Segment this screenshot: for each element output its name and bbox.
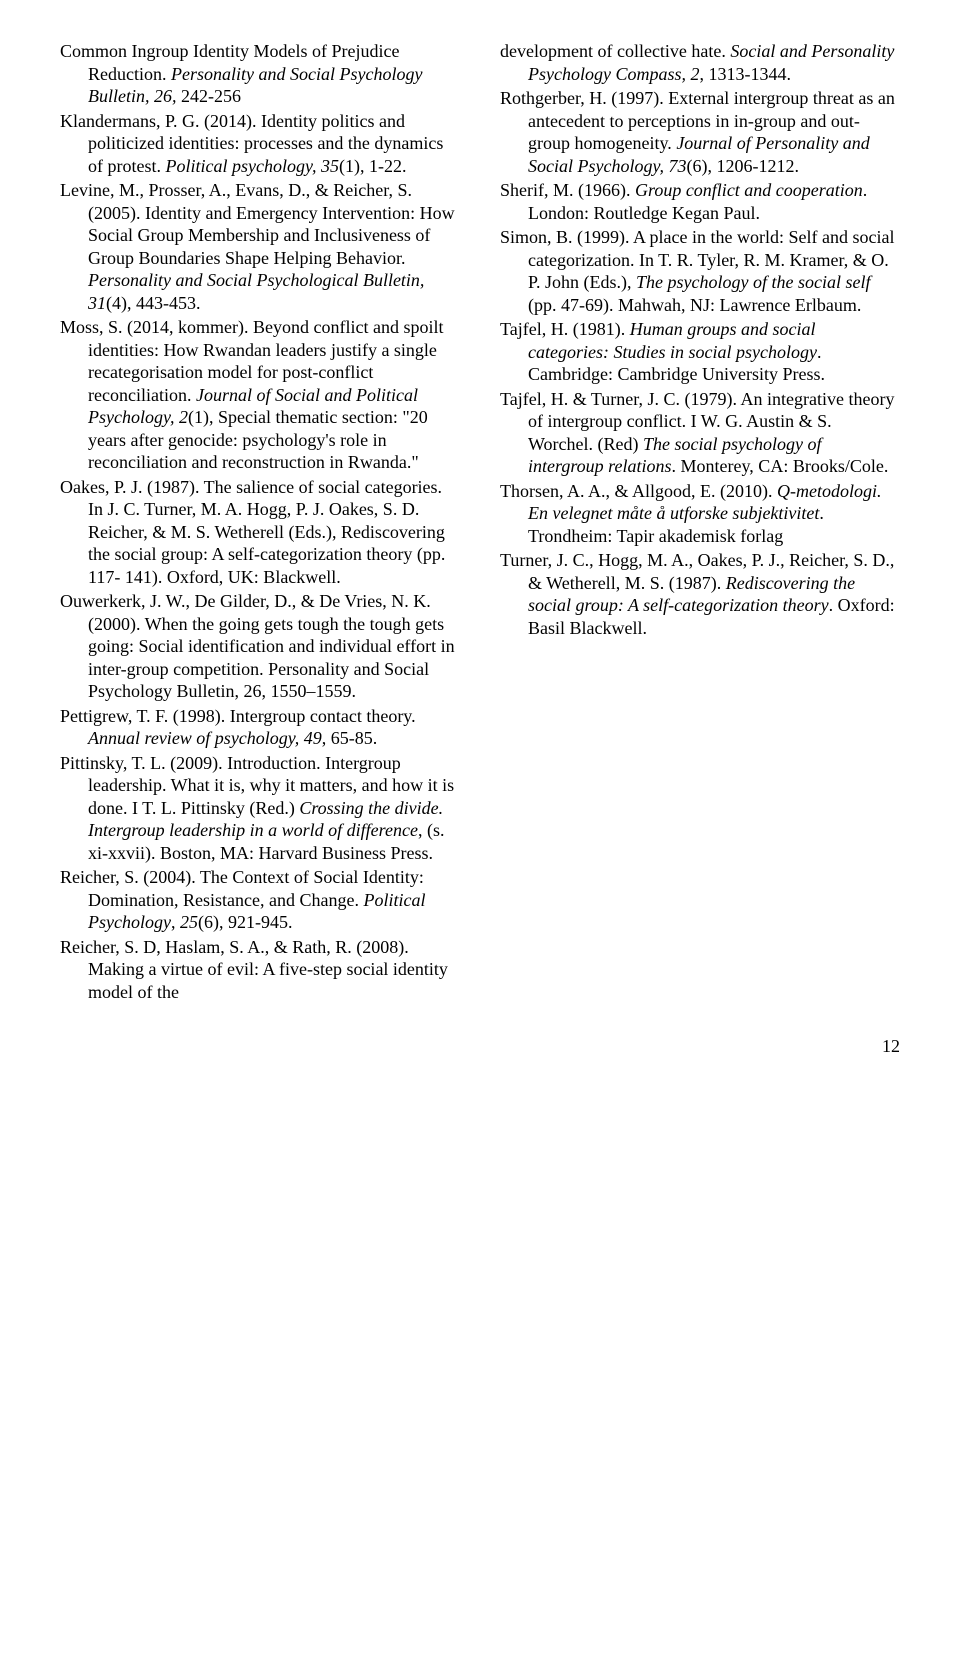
reference-entry: development of collective hate. Social a… <box>500 40 900 85</box>
italic-segment: Social and Personality Psychology Compas… <box>528 41 894 84</box>
italic-segment: Q-metodologi. En velegnet måte å utforsk… <box>528 481 881 524</box>
italic-segment: Journal of Personality and Social Psycho… <box>528 133 870 176</box>
reference-entry: Pittinsky, T. L. (2009). Introduction. I… <box>60 752 460 865</box>
reference-entry: Turner, J. C., Hogg, M. A., Oakes, P. J.… <box>500 549 900 639</box>
italic-segment: The psychology of the social self <box>636 272 870 292</box>
reference-entry: Levine, M., Prosser, A., Evans, D., & Re… <box>60 179 460 314</box>
reference-entry: Simon, B. (1999). A place in the world: … <box>500 226 900 316</box>
italic-segment: Human groups and social categories: Stud… <box>528 319 817 362</box>
italic-segment: Annual review of psychology, 49 <box>88 728 322 748</box>
reference-entry: Sherif, M. (1966). Group conflict and co… <box>500 179 900 224</box>
page-number: 12 <box>60 1035 900 1058</box>
reference-entry: Common Ingroup Identity Models of Prejud… <box>60 40 460 108</box>
italic-segment: 25 <box>180 912 198 932</box>
italic-segment: Personality and Social Psychological Bul… <box>88 270 424 313</box>
left-column: Common Ingroup Identity Models of Prejud… <box>60 40 460 1005</box>
reference-entry: Reicher, S. (2004). The Context of Socia… <box>60 866 460 934</box>
reference-entry: Ouwerkerk, J. W., De Gilder, D., & De Vr… <box>60 590 460 703</box>
italic-segment: The social psychology of intergroup rela… <box>528 434 822 477</box>
reference-entry: Reicher, S. D, Haslam, S. A., & Rath, R.… <box>60 936 460 1004</box>
italic-segment: Political Psychology <box>88 890 425 933</box>
reference-entry: Klandermans, P. G. (2014). Identity poli… <box>60 110 460 178</box>
reference-entry: Pettigrew, T. F. (1998). Intergroup cont… <box>60 705 460 750</box>
reference-entry: Rothgerber, H. (1997). External intergro… <box>500 87 900 177</box>
reference-entry: Tajfel, H. & Turner, J. C. (1979). An in… <box>500 388 900 478</box>
reference-entry: Tajfel, H. (1981). Human groups and soci… <box>500 318 900 386</box>
reference-entry: Oakes, P. J. (1987). The salience of soc… <box>60 476 460 589</box>
right-column: development of collective hate. Social a… <box>500 40 900 1005</box>
reference-columns: Common Ingroup Identity Models of Prejud… <box>60 40 900 1005</box>
italic-segment: Journal of Social and Political Psycholo… <box>88 385 418 428</box>
italic-segment: Political psychology, 35 <box>165 156 338 176</box>
reference-entry: Thorsen, A. A., & Allgood, E. (2010). Q-… <box>500 480 900 548</box>
italic-segment: Rediscovering the social group: A self-c… <box>528 573 855 616</box>
reference-entry: Moss, S. (2014, kommer). Beyond conflict… <box>60 316 460 474</box>
italic-segment: Personality and Social Psychology Bullet… <box>88 64 422 107</box>
italic-segment: Group conflict and cooperation <box>635 180 863 200</box>
italic-segment: Crossing the divide. Intergroup leadersh… <box>88 798 443 841</box>
